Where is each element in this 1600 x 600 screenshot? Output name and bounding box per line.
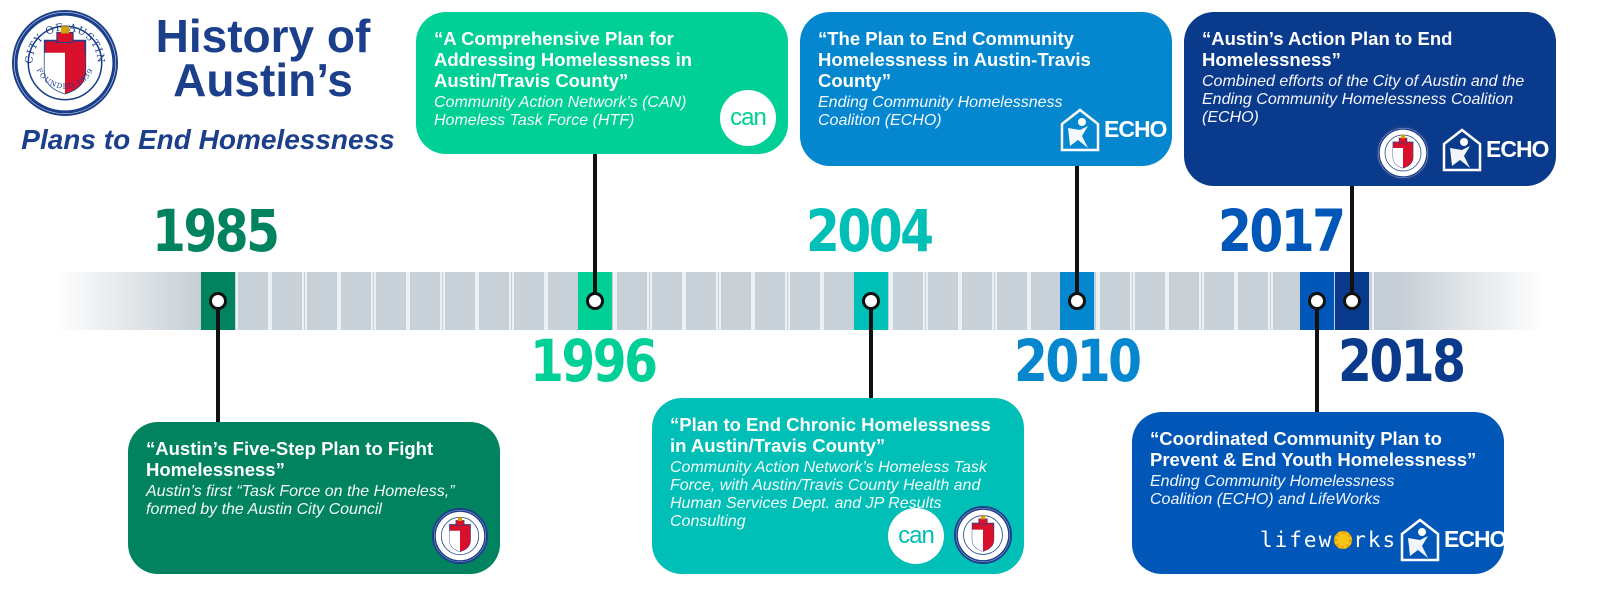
year-label-1996: 1996	[530, 327, 658, 395]
title-line-1: History of	[155, 10, 371, 62]
track-segment	[787, 272, 822, 330]
track-segment	[925, 272, 960, 330]
echo-logo-icon: ECHO	[1440, 126, 1549, 172]
connector-2010	[1075, 162, 1079, 300]
event-title: “Austin’s Action Plan to End Homelessnes…	[1202, 28, 1453, 70]
event-card-1996: “A Comprehensive Plan for Addressing Hom…	[416, 12, 788, 154]
year-label-1985: 1985	[152, 197, 280, 265]
track-segment	[546, 272, 580, 330]
city-of-austin-seal-icon	[1376, 126, 1430, 180]
event-card-2017: “Coordinated Community Plan to Prevent &…	[1132, 412, 1507, 574]
timeline-dot-1996	[586, 292, 604, 310]
event-title: “Austin’s Five-Step Plan to Fight Homele…	[146, 438, 434, 480]
track-segment	[408, 272, 442, 330]
can-logo-icon: can	[720, 90, 776, 146]
echo-logo-icon: ECHO	[1058, 106, 1167, 152]
echo-logo-text: ECHO	[1486, 135, 1549, 162]
connector-1985	[216, 300, 220, 430]
track-segment	[891, 272, 925, 330]
lifeworks-text-start: lifew	[1260, 528, 1334, 552]
track-segment	[994, 272, 1029, 330]
title-line-2: Austin’s	[173, 54, 353, 106]
track-segment	[1098, 272, 1132, 330]
event-title: “Coordinated Community Plan to Prevent &…	[1150, 428, 1477, 470]
event-card-2004: “Plan to End Chronic Homelessness in Aus…	[652, 398, 1024, 574]
timeline-dot-2017	[1308, 292, 1326, 310]
city-of-austin-seal-icon	[432, 508, 488, 564]
track-segment	[615, 272, 649, 330]
track-segment	[649, 272, 684, 330]
track-segment	[270, 272, 304, 330]
sun-icon	[1334, 531, 1353, 549]
connector-2017	[1315, 300, 1319, 420]
track-segment	[339, 272, 373, 330]
track-segment	[442, 272, 477, 330]
track-segment	[753, 272, 787, 330]
page-subtitle: Plans to End Homelessness	[21, 124, 395, 155]
event-description: Community Action Network’s (CAN) Homeles…	[434, 94, 687, 129]
track-segment	[511, 272, 546, 330]
track-segment	[477, 272, 511, 330]
event-title: “A Comprehensive Plan for Addressing Hom…	[434, 28, 693, 91]
can-logo-icon: can	[888, 508, 944, 564]
timeline-dot-1985	[209, 292, 227, 310]
echo-logo-text: ECHO	[1104, 115, 1167, 142]
track-segment	[235, 272, 270, 330]
lifeworks-text-end: rks	[1353, 528, 1398, 552]
timeline-dot-2010	[1068, 292, 1086, 310]
lifeworks-logo-icon: lifew rks	[1260, 528, 1397, 552]
event-title: “Plan to End Chronic Homelessness in Aus…	[670, 414, 991, 456]
event-card-2010: “The Plan to End Community Homelessness …	[800, 12, 1172, 166]
track-segment	[1132, 272, 1167, 330]
timeline-dot-2004	[862, 292, 880, 310]
track-segment	[718, 272, 753, 330]
event-title: “The Plan to End Community Homelessness …	[818, 28, 1091, 91]
track-segment	[1236, 272, 1270, 330]
year-label-2018: 2018	[1338, 327, 1466, 395]
echo-logo-icon: ECHO	[1398, 516, 1507, 562]
year-label-2004: 2004	[806, 197, 934, 265]
city-of-austin-seal-icon	[954, 506, 1012, 564]
event-description: Ending Community Homelessness Coalition …	[818, 94, 1063, 129]
echo-logo-text: ECHO	[1444, 525, 1507, 552]
event-description: Community Action Network’s Homeless Task…	[670, 459, 987, 530]
page-title: History of Austin’s	[128, 10, 398, 106]
city-of-austin-seal: CITY OF AUSTIN FOUNDED 1839	[12, 10, 118, 116]
year-label-2010: 2010	[1014, 327, 1142, 395]
event-description: Combined efforts of the City of Austin a…	[1202, 73, 1525, 126]
year-label-2017: 2017	[1218, 197, 1346, 265]
event-card-1985: “Austin’s Five-Step Plan to Fight Homele…	[128, 422, 500, 574]
track-segment	[1167, 272, 1201, 330]
connector-2004	[869, 300, 873, 406]
track-segment	[684, 272, 718, 330]
connector-2018	[1350, 184, 1354, 300]
connector-1996	[593, 152, 597, 300]
event-description: Ending Community Homelessness Coalition …	[1150, 473, 1395, 508]
timeline-dot-2018	[1343, 292, 1361, 310]
track-segment	[822, 272, 856, 330]
track-segment	[1201, 272, 1236, 330]
track-segment	[373, 272, 408, 330]
track-segment	[304, 272, 339, 330]
track-segment	[960, 272, 994, 330]
event-card-2018: “Austin’s Action Plan to End Homelessnes…	[1184, 12, 1556, 186]
event-description: Austin’s first “Task Force on the Homele…	[146, 483, 455, 518]
track-segment	[1029, 272, 1063, 330]
